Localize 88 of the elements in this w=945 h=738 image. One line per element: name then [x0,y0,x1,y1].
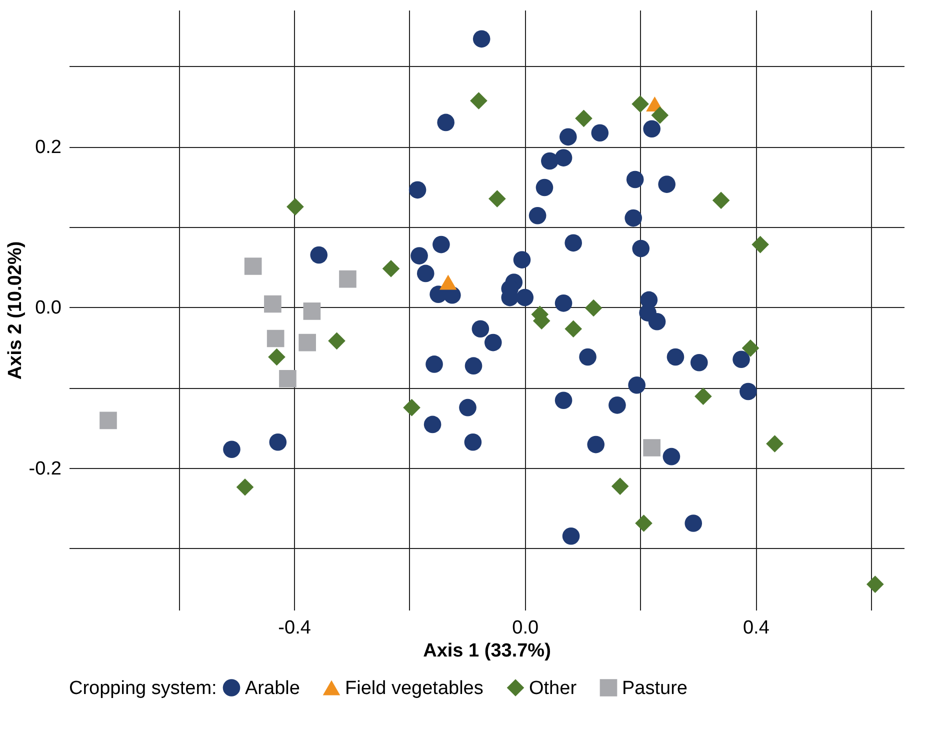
point [732,350,750,368]
point [632,95,649,113]
point [488,190,506,208]
point [424,416,442,434]
point [628,376,646,394]
point [564,320,582,338]
point [562,527,580,545]
y-tick-label: 0.2 [35,137,62,158]
point [464,357,482,374]
point [742,339,760,357]
point [766,435,784,452]
point [269,433,287,451]
point [536,178,554,196]
point [382,260,400,278]
point [651,106,669,124]
legend-label: Other [529,678,578,699]
point [635,514,652,532]
y-tick-label: 0.0 [35,298,62,319]
point [575,110,592,128]
point [866,576,884,593]
point [264,295,282,313]
point [608,396,626,414]
legend-title: Cropping system: [69,678,217,699]
legend-label: Field vegetables [345,678,484,699]
point [648,313,666,330]
point [268,348,286,366]
point [286,198,304,216]
point [266,330,284,348]
point [587,436,605,454]
point [464,433,482,451]
x-tick-label: -0.4 [278,618,312,638]
point [279,370,296,388]
point [416,264,434,282]
point [624,209,642,227]
point [541,152,558,170]
point [328,332,346,350]
point [472,320,490,338]
point [484,334,502,352]
x-tick-label: 0.0 [512,618,539,638]
point [559,128,577,146]
point [694,388,712,406]
point [662,448,680,466]
point [591,124,609,142]
point [410,247,428,264]
legend-label: Pasture [622,678,688,699]
y-tick-label: -0.2 [28,458,62,480]
point [564,234,582,252]
point [472,30,490,48]
point [632,240,650,258]
point [100,412,117,430]
point [740,382,757,400]
point [470,92,488,110]
point [303,302,321,320]
point [459,398,476,416]
point [432,236,450,254]
x-axis-title: Axis 1 (33.7%) [423,640,551,662]
point [554,392,572,410]
point [643,120,660,138]
point [584,299,602,317]
point [554,294,572,312]
point [712,192,730,210]
point [236,478,254,496]
point [690,354,708,372]
x-tick-label: 0.4 [742,618,770,638]
point [658,176,676,193]
point [244,258,262,275]
legend-label: Arable [245,678,300,699]
point [684,514,702,532]
point [439,274,457,290]
point [752,236,769,254]
point [516,288,534,306]
point [579,348,596,366]
point [298,334,316,352]
point [666,348,684,366]
point [643,439,660,456]
point [223,440,240,458]
point [554,149,572,166]
point [626,170,644,188]
point [339,270,356,288]
y-axis-title: Axis 2 (10.02%) [4,241,26,380]
point [426,356,443,373]
point [408,181,426,199]
point [611,478,629,495]
point [513,251,531,268]
point [437,114,454,132]
point [310,246,328,264]
point [528,206,546,224]
point [403,398,420,416]
